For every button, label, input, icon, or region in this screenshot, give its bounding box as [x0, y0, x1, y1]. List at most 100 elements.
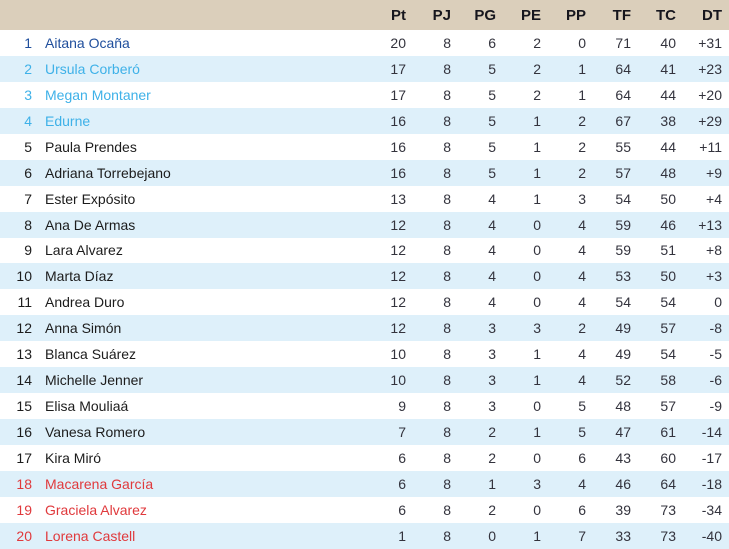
- player-name-cell: Elisa Mouliaá: [45, 398, 129, 415]
- player-name-cell: Blanca Suárez: [45, 346, 137, 363]
- points-cell: 20: [390, 34, 406, 51]
- rank-cell: 4: [24, 112, 32, 129]
- points-cell: 12: [390, 294, 406, 311]
- points-cell: 16: [390, 112, 406, 129]
- rank-cell: 3: [24, 86, 32, 103]
- points-cell: 12: [390, 242, 406, 259]
- rank-cell: 8: [24, 216, 32, 233]
- goals-against-cell: 54: [660, 294, 676, 311]
- draws-cell: 1: [533, 138, 541, 155]
- player-name-cell: Ursula Corberó: [45, 60, 140, 77]
- games-played-cell: 8: [443, 372, 451, 389]
- goal-diff-cell: +20: [698, 86, 722, 103]
- wins-cell: 5: [488, 112, 496, 129]
- points-cell: 6: [398, 449, 406, 466]
- column-header-tc: TC: [656, 6, 676, 24]
- losses-cell: 3: [578, 190, 586, 207]
- losses-cell: 4: [578, 372, 586, 389]
- rank-cell: 11: [17, 294, 32, 311]
- losses-cell: 1: [578, 60, 586, 77]
- draws-cell: 2: [533, 60, 541, 77]
- points-cell: 9: [398, 398, 406, 415]
- wins-cell: 3: [488, 372, 496, 389]
- points-cell: 1: [398, 527, 406, 544]
- rank-cell: 12: [16, 320, 32, 337]
- losses-cell: 1: [578, 86, 586, 103]
- table-row: 4 Edurne 16 8 5 1 2 67 38 +29: [0, 107, 729, 134]
- goal-diff-cell: +29: [698, 112, 722, 129]
- losses-cell: 4: [578, 475, 586, 492]
- goals-for-cell: 33: [615, 527, 631, 544]
- wins-cell: 6: [488, 34, 496, 51]
- table-row: 5 Paula Prendes 16 8 5 1 2 55 44 +11: [0, 133, 729, 160]
- rank-cell: 15: [16, 398, 32, 415]
- games-played-cell: 8: [443, 268, 451, 285]
- rank-cell: 1: [24, 34, 32, 51]
- goals-against-cell: 48: [660, 164, 676, 181]
- standings-body: 1 Aitana Ocaña 20 8 6 2 0 71 40 +31 2 Ur…: [0, 30, 729, 549]
- table-row: 6 Adriana Torrebejano 16 8 5 1 2 57 48 +…: [0, 159, 729, 186]
- player-name-cell: Vanesa Romero: [45, 424, 146, 441]
- losses-cell: 4: [578, 346, 586, 363]
- table-row: 3 Megan Montaner 17 8 5 2 1 64 44 +20: [0, 81, 729, 108]
- rank-cell: 20: [16, 527, 32, 544]
- player-name-cell: Paula Prendes: [45, 138, 137, 155]
- table-row: 17 Kira Miró 6 8 2 0 6 43 60 -17: [0, 445, 729, 471]
- losses-cell: 0: [578, 34, 586, 51]
- rank-cell: 13: [16, 346, 32, 363]
- player-name-cell: Macarena García: [45, 475, 154, 492]
- goals-against-cell: 73: [660, 527, 676, 544]
- wins-cell: 3: [488, 398, 496, 415]
- goals-against-cell: 73: [660, 501, 676, 518]
- goals-against-cell: 58: [660, 372, 676, 389]
- games-played-cell: 8: [443, 424, 451, 441]
- losses-cell: 6: [578, 501, 586, 518]
- table-row: 9 Lara Alvarez 12 8 4 0 4 59 51 +8: [0, 237, 729, 264]
- table-row: 13 Blanca Suárez 10 8 3 1 4 49 54 -5: [0, 341, 729, 368]
- player-name-cell: Andrea Duro: [45, 294, 125, 311]
- rank-cell: 16: [16, 424, 32, 441]
- games-played-cell: 8: [443, 346, 451, 363]
- goals-against-cell: 41: [660, 60, 676, 77]
- games-played-cell: 8: [443, 501, 451, 518]
- points-cell: 12: [390, 320, 406, 337]
- goals-against-cell: 51: [660, 242, 676, 259]
- table-row: 1 Aitana Ocaña 20 8 6 2 0 71 40 +31: [0, 30, 729, 56]
- games-played-cell: 8: [443, 294, 451, 311]
- player-name-cell: Lorena Castell: [45, 527, 136, 544]
- games-played-cell: 8: [443, 216, 451, 233]
- losses-cell: 4: [578, 294, 586, 311]
- goals-against-cell: 44: [660, 86, 676, 103]
- goals-for-cell: 48: [615, 398, 631, 415]
- table-row: 8 Ana De Armas 12 8 4 0 4 59 46 +13: [0, 211, 729, 238]
- goals-against-cell: 44: [660, 138, 676, 155]
- goal-diff-cell: 0: [714, 294, 722, 311]
- goals-for-cell: 59: [615, 216, 631, 233]
- column-header-pp: PP: [565, 6, 586, 24]
- losses-cell: 2: [578, 164, 586, 181]
- draws-cell: 1: [533, 164, 541, 181]
- table-row: 16 Vanesa Romero 7 8 2 1 5 47 61 -14: [0, 419, 729, 445]
- points-cell: 6: [398, 501, 406, 518]
- goals-against-cell: 57: [660, 320, 676, 337]
- goal-diff-cell: +31: [698, 34, 722, 51]
- points-cell: 12: [390, 216, 406, 233]
- goals-for-cell: 39: [615, 501, 631, 518]
- rank-cell: 19: [16, 501, 32, 518]
- draws-cell: 0: [533, 216, 541, 233]
- points-cell: 16: [390, 164, 406, 181]
- column-header-pe: PE: [520, 6, 541, 24]
- table-row: 19 Graciela Alvarez 6 8 2 0 6 39 73 -34: [0, 496, 729, 523]
- goal-diff-cell: +3: [706, 268, 722, 285]
- table-row: 12 Anna Simón 12 8 3 3 2 49 57 -8: [0, 315, 729, 342]
- draws-cell: 1: [533, 346, 541, 363]
- column-header-pt: Pt: [391, 6, 406, 24]
- draws-cell: 3: [533, 475, 541, 492]
- column-header-rank: [0, 0, 32, 30]
- player-name-cell: Marta Díaz: [45, 268, 114, 285]
- goals-for-cell: 53: [615, 268, 631, 285]
- draws-cell: 1: [533, 190, 541, 207]
- goals-for-cell: 57: [615, 164, 631, 181]
- wins-cell: 5: [488, 60, 496, 77]
